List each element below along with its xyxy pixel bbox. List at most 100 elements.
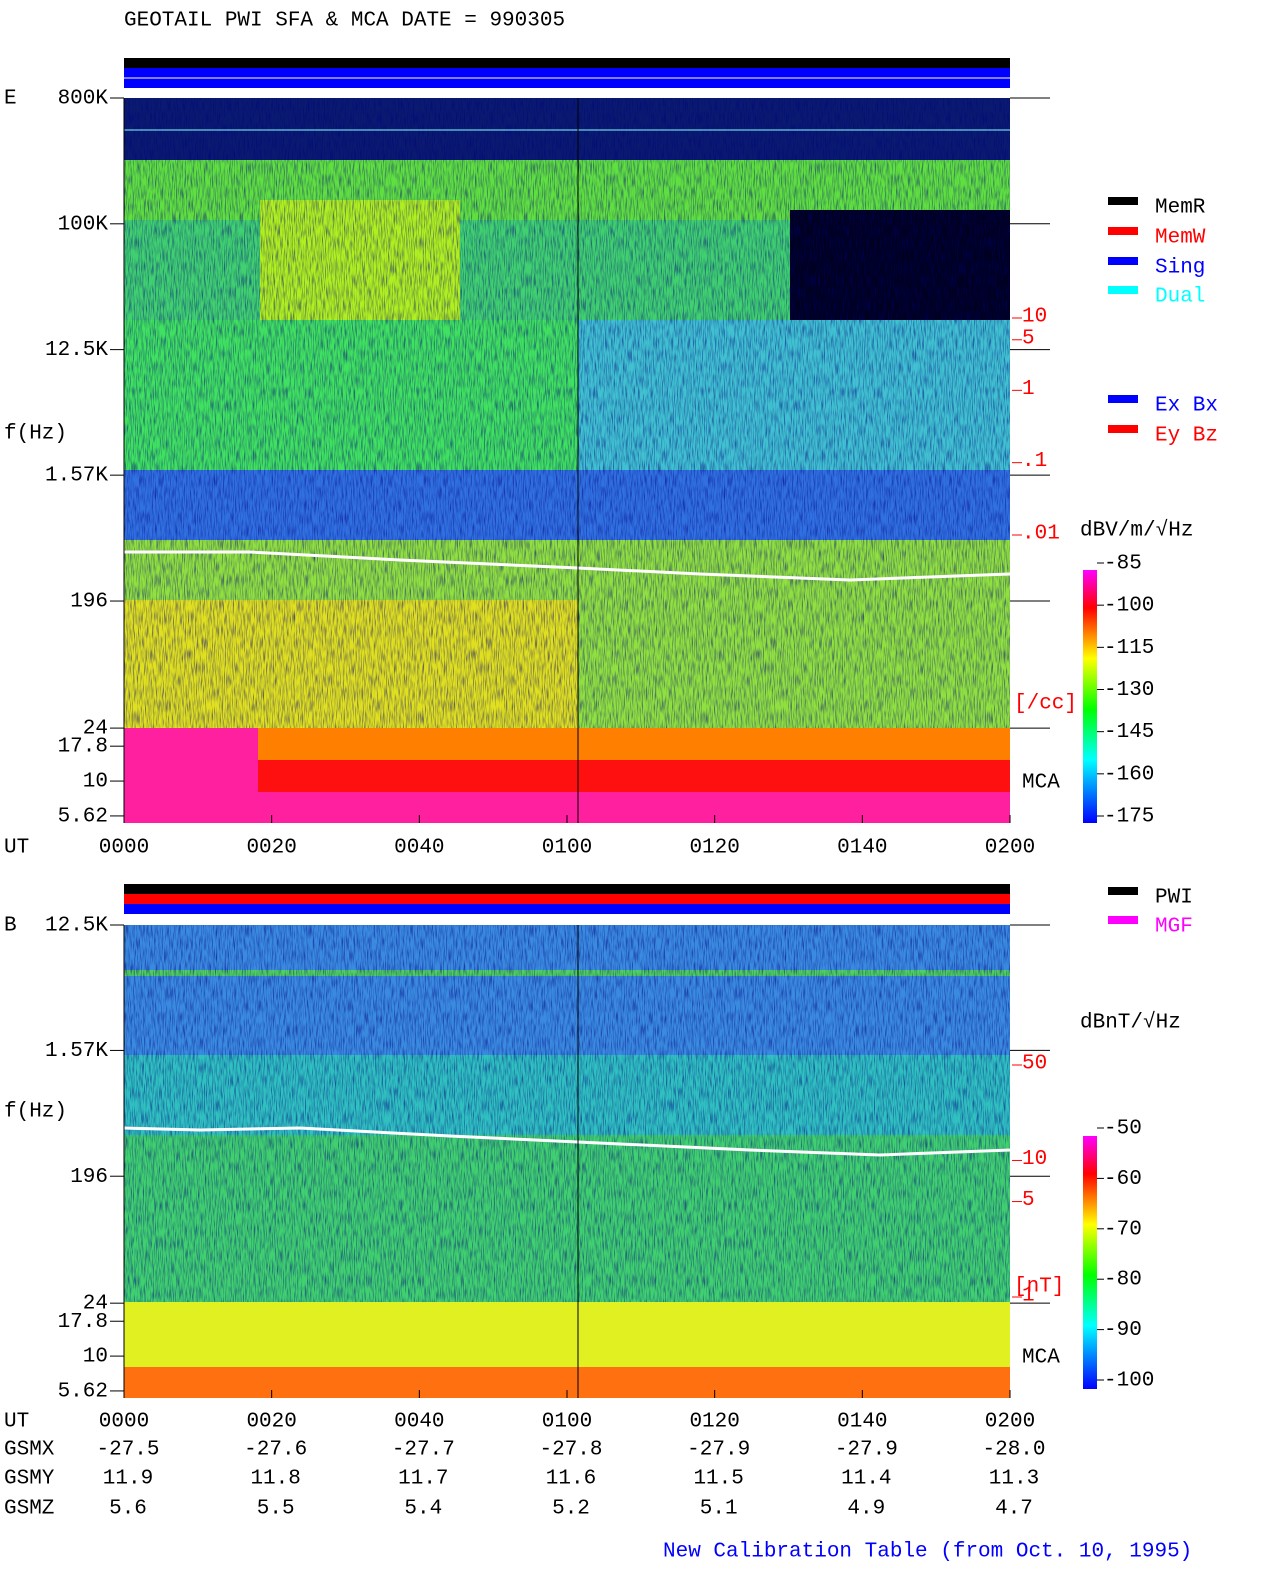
x-tick-label: 0020 <box>246 837 296 860</box>
x-tick-label: 0040 <box>394 1411 444 1434</box>
colorbar-tick-label: -160 <box>1104 763 1154 786</box>
ephemeris-value: -27.8 <box>539 1439 602 1462</box>
legend-label: MGF <box>1155 916 1193 939</box>
ephemeris-value: 11.7 <box>398 1468 448 1491</box>
legend-swatch <box>1108 257 1138 265</box>
legend-label: Ey Bz <box>1155 425 1218 448</box>
e-spectrogram <box>124 98 1011 823</box>
colorbar-b <box>1083 1136 1097 1389</box>
ephemeris-value: -27.7 <box>392 1439 455 1462</box>
y-tick-label: 1.57K <box>45 1040 108 1063</box>
x-tick-label: 0120 <box>689 837 739 860</box>
ephemeris-value: 5.2 <box>552 1498 590 1521</box>
colorbar-tick-label: -175 <box>1104 806 1154 829</box>
colorbar-tick-label: -115 <box>1104 637 1154 660</box>
y2-tick-label: .01 <box>1022 523 1060 546</box>
y-tick-label: 24 <box>83 1293 108 1316</box>
ephemeris-value: -27.6 <box>244 1439 307 1462</box>
legend-label: Ex Bx <box>1155 395 1218 418</box>
legend-label: Dual <box>1155 286 1205 309</box>
legend-label: MemR <box>1155 197 1206 220</box>
x-axis-label: UT <box>4 1411 29 1434</box>
y-tick-label: 10 <box>83 771 108 794</box>
status-bars <box>124 58 1010 914</box>
y-tick-label: 1.57K <box>45 465 108 488</box>
y2-label: [nT] <box>1014 1276 1064 1299</box>
b-spectrogram <box>123 925 1011 1398</box>
ephemeris-value: 5.6 <box>109 1498 147 1521</box>
mca-label: MCA <box>1022 1347 1060 1370</box>
ephemeris-value: -27.5 <box>96 1439 159 1462</box>
colorbar-tick-label: -145 <box>1104 721 1154 744</box>
ephemeris-value: 11.4 <box>841 1468 891 1491</box>
colorbar-tick-label: -70 <box>1104 1218 1142 1241</box>
ephemeris-name: GSMY <box>4 1468 55 1491</box>
colorbar-label: dBnT/√Hz <box>1080 1011 1181 1035</box>
legend-swatch <box>1108 395 1138 403</box>
y-tick-label: 12.5K <box>45 339 108 362</box>
colorbar-tick-label: -100 <box>1104 595 1154 618</box>
ephemeris-value: 5.4 <box>404 1498 442 1521</box>
ephemeris-value: 11.5 <box>693 1468 743 1491</box>
panel-label: E <box>4 88 17 111</box>
x-tick-label: 0120 <box>689 1411 739 1434</box>
y-tick-label: 100K <box>58 213 109 236</box>
ephemeris-value: 11.8 <box>250 1468 300 1491</box>
legend-swatch <box>1108 197 1138 205</box>
x-tick-label: 0100 <box>542 1411 592 1434</box>
x-axis-label: UT <box>4 837 29 860</box>
y-tick-label: 5.62 <box>58 805 108 828</box>
ephemeris-name: GSMZ <box>4 1498 54 1521</box>
x-tick-label: 0000 <box>99 1411 149 1434</box>
ephemeris-value: 4.9 <box>847 1498 885 1521</box>
x-tick-label: 0040 <box>394 837 444 860</box>
colorbar-e <box>1083 570 1097 823</box>
ephemeris-value: 5.1 <box>700 1498 738 1521</box>
y-tick-label: 24 <box>83 718 108 741</box>
y2-tick-label: 1 <box>1022 378 1035 401</box>
y2-tick-label: 1 <box>1022 1285 1035 1308</box>
colorbar-label: dBV/m/√Hz <box>1080 519 1193 543</box>
mca-label: MCA <box>1022 772 1060 795</box>
y-tick-label: 196 <box>70 591 108 614</box>
y-tick-label: 10 <box>83 1346 108 1369</box>
ephemeris-value: 11.6 <box>546 1468 596 1491</box>
colorbar-tick-label: -85 <box>1104 553 1142 576</box>
x-tick-label: 0200 <box>985 1411 1035 1434</box>
y-tick-label: 800K <box>58 88 109 111</box>
y2-tick-label: 50 <box>1022 1053 1047 1076</box>
y2-tick-label: .1 <box>1022 450 1047 473</box>
y2-tick-label: 5 <box>1022 327 1035 350</box>
ephemeris-value: 11.9 <box>103 1468 153 1491</box>
legend-label: PWI <box>1155 887 1193 910</box>
ephemeris-value: -27.9 <box>835 1439 898 1462</box>
x-tick-label: 0140 <box>837 1411 887 1434</box>
legend-label: MemW <box>1155 227 1206 250</box>
panel-label: B <box>4 915 17 938</box>
colorbar-tick-label: -60 <box>1104 1168 1142 1191</box>
colorbar-tick-label: -50 <box>1104 1118 1142 1141</box>
y-axis-label: f(Hz) <box>4 423 67 446</box>
x-tick-label: 0000 <box>99 837 149 860</box>
colorbar-tick-label: -80 <box>1104 1269 1142 1292</box>
ephemeris-value: -27.9 <box>687 1439 750 1462</box>
y2-label: [/cc] <box>1014 693 1077 716</box>
legend-swatch <box>1108 916 1138 924</box>
legend-swatch <box>1108 887 1138 895</box>
y-tick-label: 196 <box>70 1166 108 1189</box>
y-tick-label: 17.8 <box>58 736 108 759</box>
y-tick-label: 12.5K <box>45 915 108 938</box>
colorbar-tick-label: -100 <box>1104 1370 1154 1393</box>
y-axis-label: f(Hz) <box>4 1101 67 1124</box>
legend-swatch <box>1108 425 1138 433</box>
colorbar-tick-label: -90 <box>1104 1319 1142 1342</box>
y2-tick-label: 10 <box>1022 306 1047 329</box>
legend-swatch <box>1108 227 1138 235</box>
legend-swatch <box>1108 286 1138 294</box>
ephemeris-name: GSMX <box>4 1439 55 1462</box>
y-tick-label: 17.8 <box>58 1311 108 1334</box>
legend-label: Sing <box>1155 257 1205 280</box>
x-tick-label: 0020 <box>246 1411 296 1434</box>
x-tick-label: 0100 <box>542 837 592 860</box>
